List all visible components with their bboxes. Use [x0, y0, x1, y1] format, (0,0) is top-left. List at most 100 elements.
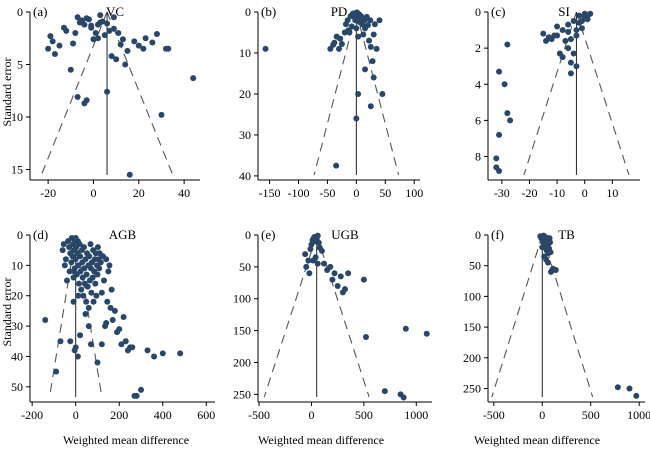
study-point — [101, 32, 108, 39]
study-point — [496, 68, 503, 75]
panel-title: VC — [106, 4, 124, 19]
study-point — [565, 21, 572, 28]
study-point — [88, 289, 95, 296]
study-point — [77, 332, 84, 339]
study-point — [95, 21, 101, 28]
study-point — [367, 103, 374, 110]
x-tick-label: -500 — [248, 408, 270, 422]
study-point — [177, 350, 184, 357]
study-point — [61, 262, 68, 269]
study-point — [108, 53, 115, 60]
study-point — [85, 304, 92, 311]
study-point — [314, 260, 321, 267]
y-tick-label: 50 — [239, 260, 251, 274]
study-point — [355, 11, 362, 18]
y-tick-label: 10 — [11, 258, 23, 272]
study-point — [129, 344, 136, 351]
study-point — [587, 10, 594, 17]
study-point — [400, 394, 407, 401]
study-point — [353, 25, 360, 32]
study-point — [105, 268, 112, 275]
study-point — [158, 111, 165, 118]
study-point — [493, 155, 500, 162]
study-point — [367, 43, 374, 50]
study-point — [367, 17, 374, 24]
study-point — [110, 25, 117, 32]
study-point — [122, 338, 129, 345]
study-point — [71, 347, 78, 354]
x-tick-label: 100 — [405, 186, 423, 200]
study-point — [82, 310, 89, 317]
study-point — [360, 276, 367, 283]
study-point — [72, 30, 79, 36]
study-point — [337, 35, 344, 42]
study-point — [94, 271, 101, 278]
study-point — [70, 268, 77, 275]
panel-label: (d) — [33, 227, 48, 242]
study-point — [570, 50, 577, 57]
study-point — [371, 21, 378, 28]
study-point — [113, 56, 120, 63]
y-tick-label: 100 — [463, 289, 481, 303]
y-tick-label: 10 — [11, 110, 23, 124]
panel-vc: 0 5 10 15 -20 0 20 40 (a) VC — [11, 4, 200, 200]
study-point — [552, 266, 559, 273]
y-tick-label: 200 — [463, 351, 481, 365]
study-point — [119, 36, 126, 43]
study-point — [117, 41, 124, 48]
study-point — [103, 320, 110, 327]
study-point — [101, 277, 107, 284]
y-tick-label: 0 — [475, 228, 481, 242]
y-axis-label-bottom: Standard error — [0, 278, 14, 347]
study-point — [369, 58, 376, 65]
panel-label: (f) — [491, 227, 504, 242]
study-point — [626, 385, 633, 392]
study-point — [126, 171, 133, 178]
y-tick-label: 250 — [233, 387, 251, 401]
x-tick-label: 0 — [539, 408, 545, 422]
x-tick-label: 1000 — [404, 408, 428, 422]
study-point — [87, 241, 94, 248]
panel-title: AGB — [109, 227, 137, 242]
study-point — [573, 27, 580, 34]
x-tick-label: -30 — [494, 186, 510, 200]
study-point — [349, 10, 356, 17]
x-tick-label: 500 — [355, 408, 373, 422]
study-point — [72, 256, 79, 263]
study-point — [96, 265, 103, 272]
study-point — [342, 286, 348, 293]
study-point — [115, 30, 122, 36]
funnel-left-line — [263, 234, 318, 398]
y-tick-label: 10 — [239, 46, 251, 60]
study-point — [362, 333, 369, 340]
study-point — [70, 40, 77, 47]
study-point — [53, 368, 60, 375]
study-point — [358, 16, 365, 23]
study-point — [554, 32, 561, 39]
study-point — [78, 286, 85, 293]
study-point — [331, 39, 338, 46]
study-point — [501, 81, 508, 88]
study-point — [570, 18, 577, 25]
study-point — [559, 27, 566, 34]
study-point — [67, 338, 74, 345]
study-point — [345, 27, 352, 34]
study-point — [64, 277, 70, 284]
x-tick-label: 40 — [178, 186, 190, 200]
study-point — [87, 341, 94, 348]
study-point — [159, 350, 166, 357]
study-point — [370, 74, 377, 81]
study-point — [329, 276, 336, 283]
x-tick-label: -200 — [21, 408, 43, 422]
study-point — [306, 270, 313, 277]
study-point — [379, 90, 386, 97]
study-point — [104, 298, 111, 305]
study-point — [133, 392, 140, 399]
study-point — [98, 289, 105, 296]
study-point — [45, 45, 52, 52]
y-tick-label: 0 — [17, 228, 23, 242]
study-point — [366, 37, 373, 44]
study-point — [111, 307, 118, 314]
study-point — [66, 268, 73, 275]
study-point — [547, 249, 554, 256]
